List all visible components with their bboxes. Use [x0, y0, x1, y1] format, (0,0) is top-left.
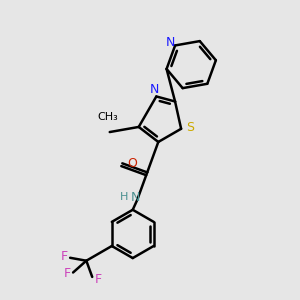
Text: H: H: [120, 192, 128, 202]
Text: O: O: [128, 157, 138, 170]
Text: S: S: [187, 121, 194, 134]
Text: N: N: [131, 190, 140, 204]
Text: F: F: [94, 273, 102, 286]
Text: N: N: [166, 36, 175, 49]
Text: CH₃: CH₃: [98, 112, 118, 122]
Text: F: F: [64, 268, 71, 281]
Text: N: N: [150, 83, 160, 97]
Text: F: F: [61, 250, 68, 263]
